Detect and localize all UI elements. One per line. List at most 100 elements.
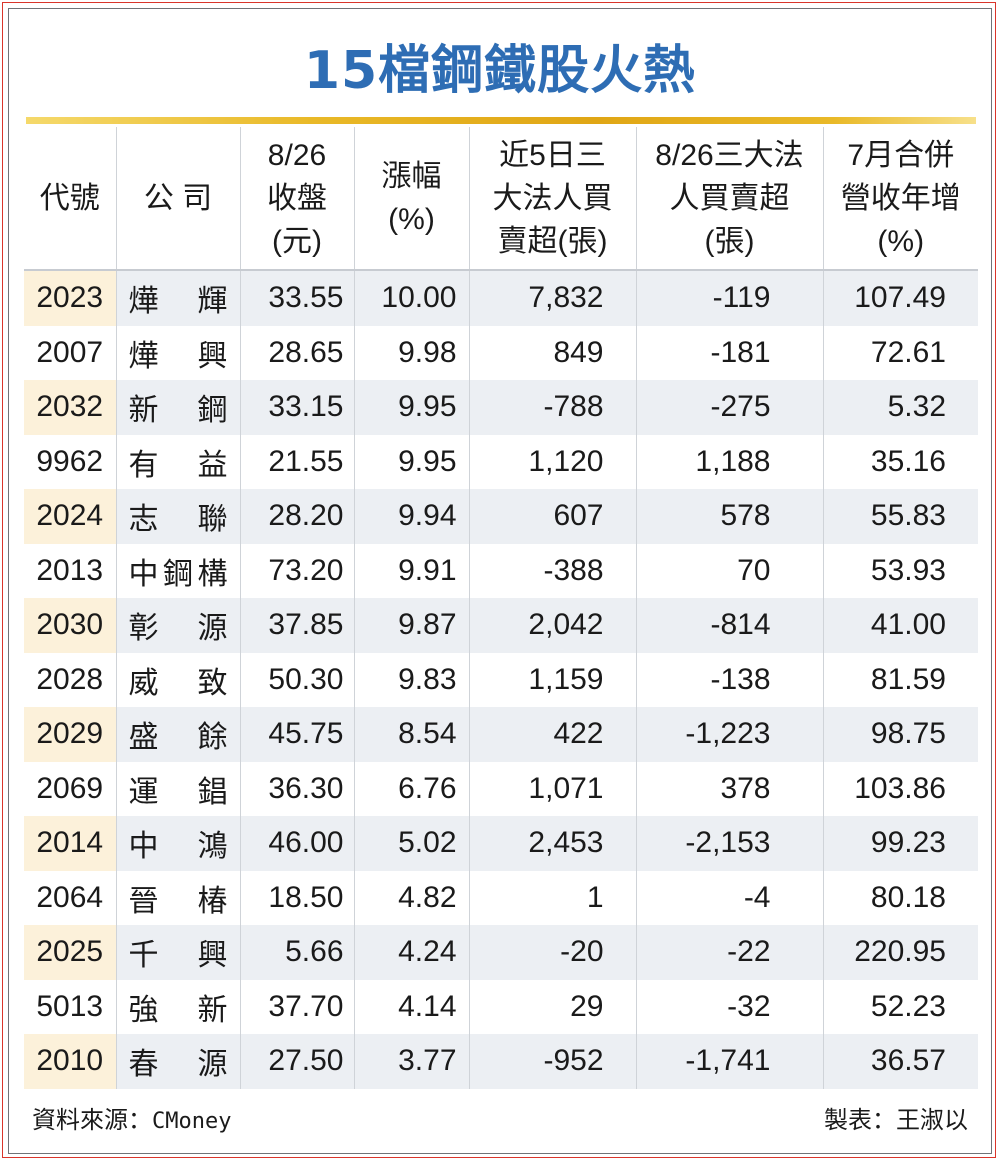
header-line: (%) (388, 203, 435, 236)
header-line: 人買賣超 (669, 181, 790, 215)
cell-company: 強新 (116, 979, 241, 1034)
cell-inst-826: -2,153 (636, 816, 824, 871)
cell-code: 2029 (24, 707, 117, 762)
cell-inst-5day: 2,042 (469, 598, 637, 653)
header-line: 8/26 (267, 138, 327, 172)
cell-revenue-yoy: 103.86 (854, 771, 946, 805)
cell-inst-826: -138 (636, 652, 824, 707)
cell-inst-5day: 7,832 (469, 270, 637, 326)
cell-inst-5day: 1,120 (469, 434, 637, 489)
header-line: 7月合併 (847, 138, 955, 172)
cell-revenue-yoy: 80.18 (870, 880, 946, 914)
table-row: 2013 中鋼構 73.20 9.91 -388 70 53.93 (24, 543, 978, 598)
cell-inst-826: -22 (636, 925, 824, 980)
table-row: 5013 強新 37.70 4.14 29 -32 52.23 (24, 979, 978, 1034)
cell-inst-5day: 2,453 (469, 816, 637, 871)
cell-inst-5day: 1,071 (469, 761, 637, 816)
cell-company: 威致 (116, 652, 241, 707)
cell-change-pct: 9.95 (354, 380, 470, 435)
cell-code: 9962 (24, 434, 117, 489)
header-close: 8/26 收盤 (元) (240, 127, 355, 271)
inner-frame (8, 8, 992, 1154)
table-row: 9962 有益 21.55 9.95 1,120 1,188 35.16 (24, 434, 978, 489)
cell-code: 2069 (24, 761, 117, 816)
header-change: 漲幅 (%) (354, 127, 470, 271)
cell-change-pct: 9.83 (354, 652, 470, 707)
header-row: 代號 公 司 8/26 收盤 (元) 漲幅 (%) 近5日三 大法人買 賣超(張) 8/2… (24, 127, 978, 271)
cell-inst-5day: -952 (469, 1034, 637, 1089)
cell-inst-826: -4 (636, 870, 824, 925)
cell-company: 彰源 (116, 598, 241, 653)
cell-change-pct: 9.98 (354, 325, 470, 380)
cell-inst-5day: -20 (469, 925, 637, 980)
header-line: 漲幅 (381, 160, 442, 193)
cell-revenue-yoy: 41.00 (823, 598, 978, 653)
cell-company: 中鴻 (116, 816, 241, 871)
cell-revenue-yoy: 72.61 (870, 335, 946, 369)
cell-inst-5day: 422 (469, 707, 637, 762)
cell-close-price: 73.20 (240, 543, 355, 598)
cell-company: 燁輝 (116, 270, 241, 326)
table-row: 2069 運錩 36.30 6.76 1,071 378 103.86 (24, 761, 978, 816)
cell-close-price: 28.20 (240, 489, 355, 544)
cell-inst-5day: -788 (469, 380, 637, 435)
source-note: 資料來源：CMoney (32, 1100, 231, 1135)
header-line: 賣超(張) (497, 224, 608, 258)
cell-company: 盛餘 (116, 707, 241, 762)
source-name: CMoney (152, 1109, 232, 1134)
cell-company: 新鋼 (116, 380, 241, 435)
cell-company: 有益 (116, 434, 241, 489)
header-code: 代號 (24, 127, 117, 271)
table-row: 2064 晉椿 18.50 4.82 1 -4 80.18 (24, 870, 978, 925)
cell-inst-5day: 29 (469, 979, 637, 1034)
table-row: 2030 彰源 37.85 9.87 2,042 -814 41.00 (24, 598, 978, 653)
cell-close-price: 18.50 (240, 870, 355, 925)
cell-inst-826: 378 (636, 761, 824, 816)
cell-change-pct: 6.76 (354, 761, 470, 816)
cell-code: 5013 (24, 979, 117, 1034)
table-row: 2028 威致 50.30 9.83 1,159 -138 81.59 (24, 652, 978, 707)
cell-close-price: 36.30 (240, 761, 355, 816)
table-row: 2032 新鋼 33.15 9.95 -788 -275 5.32 (24, 380, 978, 435)
cell-revenue-yoy: 5.32 (823, 380, 978, 435)
cell-revenue-yoy: 99.23 (823, 816, 978, 871)
cell-revenue-yoy: 52.23 (870, 989, 946, 1023)
cell-change-pct: 8.54 (354, 707, 470, 762)
cell-company: 千興 (116, 925, 241, 980)
cell-inst-826: 70 (636, 543, 824, 598)
page-title: 15檔鋼鐵股火熱 (303, 41, 697, 101)
cell-code: 2013 (24, 543, 117, 598)
cell-revenue-yoy: 55.83 (823, 489, 978, 544)
cell-inst-5day: 849 (469, 325, 637, 380)
table-row: 2014 中鴻 46.00 5.02 2,453 -2,153 99.23 (24, 816, 978, 871)
cell-inst-826: 578 (636, 489, 824, 544)
table-row: 2029 盛餘 45.75 8.54 422 -1,223 98.75 (24, 707, 978, 762)
cell-close-price: 46.00 (240, 816, 355, 871)
cell-code: 2064 (24, 870, 117, 925)
cell-revenue-yoy: 98.75 (823, 707, 978, 762)
cell-inst-826: -181 (636, 325, 824, 380)
cell-change-pct: 9.94 (354, 489, 470, 544)
cell-change-pct: 4.82 (354, 870, 470, 925)
cell-code: 2014 (24, 816, 117, 871)
cell-close-price: 5.66 (240, 925, 355, 980)
author-note: 製表：王淑以 (824, 1107, 968, 1134)
cell-code: 2010 (24, 1034, 117, 1089)
table-row: 2025 千興 5.66 4.24 -20 -22 220.95 (24, 925, 978, 980)
header-inst-5day: 近5日三 大法人買 賣超(張) (469, 127, 637, 271)
source-label: 資料來源： (32, 1107, 152, 1134)
cell-code: 2023 (24, 270, 117, 326)
cell-change-pct: 3.77 (354, 1034, 470, 1089)
table-row: 2010 春源 27.50 3.77 -952 -1,741 36.57 (24, 1034, 978, 1089)
cell-change-pct: 4.14 (354, 979, 470, 1034)
cell-close-price: 45.75 (240, 707, 355, 762)
cell-code: 2030 (24, 598, 117, 653)
title-divider (26, 117, 976, 124)
cell-company: 燁興 (116, 325, 241, 380)
header-inst-826: 8/26三大法 人買賣超 (張) (636, 127, 824, 271)
cell-company: 運錩 (116, 761, 241, 816)
cell-inst-826: -814 (636, 598, 824, 653)
header-line: 8/26三大法 (655, 138, 804, 172)
cell-company: 志聯 (116, 489, 241, 544)
